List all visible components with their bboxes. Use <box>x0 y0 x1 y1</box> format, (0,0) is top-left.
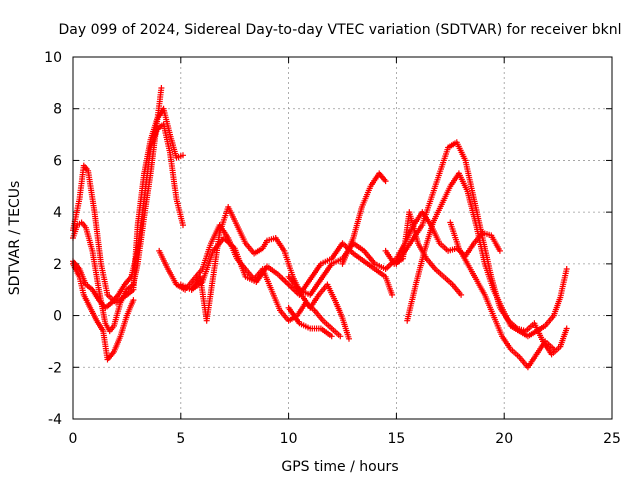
series-track-2 <box>70 121 186 311</box>
y-tick-label: 6 <box>53 153 62 169</box>
grid <box>73 57 612 419</box>
series-track-9 <box>285 209 503 298</box>
y-tick-label: 8 <box>53 102 62 118</box>
data-points <box>70 85 570 371</box>
series-track-13 <box>382 209 465 298</box>
data-point-markers <box>285 209 503 298</box>
x-axis-label: GPS time / hours <box>281 459 398 475</box>
data-point-markers <box>70 121 186 311</box>
x-tick-label: 15 <box>387 431 405 447</box>
x-tick-label: 0 <box>69 431 78 447</box>
x-tick-label: 5 <box>176 431 185 447</box>
data-point-markers <box>382 209 465 298</box>
x-tick-label: 10 <box>280 431 298 447</box>
data-point-markers <box>447 219 557 371</box>
data-point-markers <box>404 170 570 340</box>
series-track-11 <box>447 219 557 371</box>
x-tick-label: 20 <box>495 431 513 447</box>
x-tick-label: 25 <box>603 431 621 447</box>
y-tick-label: 4 <box>53 205 62 221</box>
y-tick-label: -2 <box>48 360 62 376</box>
axis-ticks: 0 5 10 15 20 25 -4 -2 0 2 4 6 8 10 <box>44 50 621 447</box>
series-track-12 <box>404 170 570 340</box>
y-tick-label: 2 <box>53 257 62 273</box>
plot-frame <box>72 56 613 420</box>
series-track-14 <box>285 304 335 340</box>
y-tick-label: -4 <box>48 412 62 428</box>
y-axis-label: SDTVAR / TECUs <box>7 181 23 296</box>
series-track-7 <box>177 235 396 298</box>
data-point-markers <box>285 304 335 340</box>
data-point-markers <box>177 235 396 298</box>
y-tick-label: 0 <box>53 309 62 325</box>
chart-title: Day 099 of 2024, Sidereal Day-to-day VTE… <box>59 22 622 38</box>
y-tick-label: 10 <box>44 50 62 66</box>
